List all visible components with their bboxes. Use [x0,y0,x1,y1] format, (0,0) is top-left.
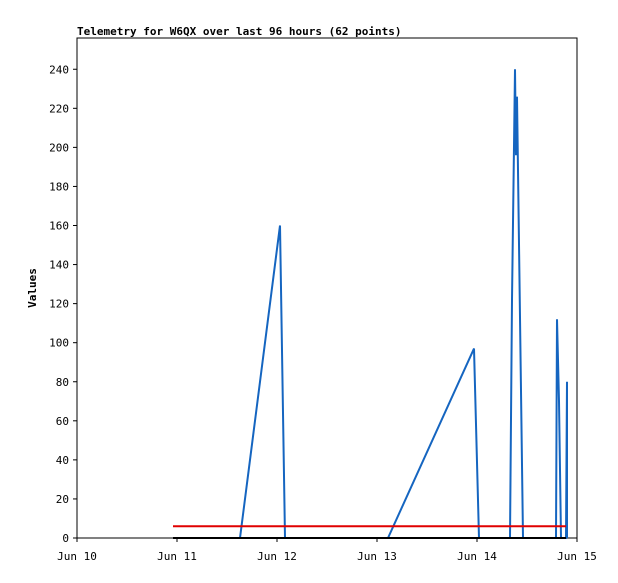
y-tick-label: 80 [56,376,69,389]
x-tick-label: Jun 12 [257,550,297,563]
plot-frame [76,37,578,539]
y-axis-label: Values [26,268,39,308]
x-tick-label: Jun 11 [157,550,197,563]
y-tick-label: 120 [49,298,69,311]
y-tick-label: 240 [49,63,69,76]
series-line [239,69,568,539]
y-tick-label: 220 [49,102,69,115]
y-tick-label: 100 [49,337,69,350]
y-tick-label: 60 [56,415,69,428]
x-tick-label: Jun 13 [357,550,397,563]
y-tick-label: 40 [56,454,69,467]
chart-title: Telemetry for W6QX over last 96 hours (6… [77,25,402,38]
y-tick-label: 180 [49,180,69,193]
y-tick-label: 0 [62,532,69,545]
x-tick-label: Jun 15 [557,550,597,563]
y-tick-label: 20 [56,493,69,506]
y-tick-label: 160 [49,220,69,233]
y-tick-label: 200 [49,141,69,154]
x-tick-label: Jun 14 [457,550,497,563]
x-tick-label: Jun 10 [57,550,97,563]
y-tick-label: 140 [49,259,69,272]
